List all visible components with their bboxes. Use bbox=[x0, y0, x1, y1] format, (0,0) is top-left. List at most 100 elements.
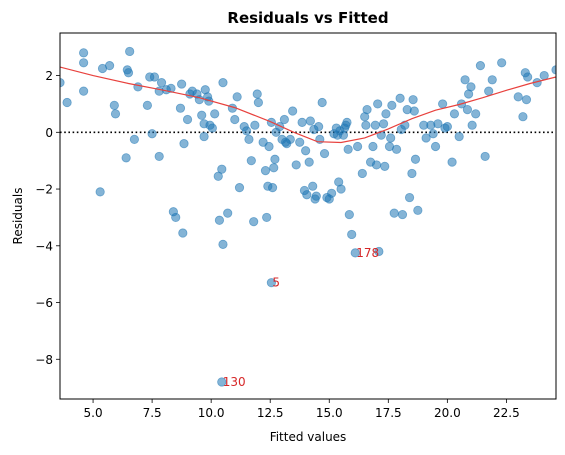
data-point bbox=[197, 110, 207, 120]
data-point bbox=[327, 188, 337, 198]
data-point bbox=[397, 209, 408, 220]
data-point bbox=[232, 92, 242, 102]
data-point bbox=[214, 215, 225, 225]
data-point bbox=[343, 144, 353, 154]
data-point bbox=[521, 95, 532, 105]
data-point bbox=[381, 109, 391, 119]
data-point bbox=[218, 239, 228, 249]
data-point bbox=[484, 86, 494, 96]
y-tick-label: −8 bbox=[35, 353, 53, 367]
data-point bbox=[95, 187, 105, 197]
data-point bbox=[179, 139, 189, 149]
outlier-label: 5 bbox=[272, 276, 280, 290]
data-point bbox=[391, 144, 402, 154]
data-point bbox=[319, 148, 330, 159]
data-point bbox=[123, 68, 134, 78]
data-point bbox=[409, 106, 419, 116]
data-point bbox=[480, 151, 490, 162]
data-point bbox=[285, 134, 295, 144]
data-point bbox=[79, 48, 89, 58]
data-point bbox=[149, 72, 160, 82]
outlier-label: 130 bbox=[223, 375, 246, 389]
data-point bbox=[378, 119, 389, 129]
data-point bbox=[407, 168, 417, 179]
data-point bbox=[421, 133, 431, 143]
data-point bbox=[475, 61, 486, 71]
data-point bbox=[466, 82, 476, 92]
data-point bbox=[142, 100, 152, 110]
data-point bbox=[182, 114, 193, 125]
data-point bbox=[295, 137, 305, 147]
data-point bbox=[223, 208, 233, 218]
data-point bbox=[62, 97, 72, 108]
data-point bbox=[262, 212, 272, 223]
data-point bbox=[408, 95, 418, 105]
data-point bbox=[374, 246, 384, 257]
data-point bbox=[288, 106, 298, 116]
data-point bbox=[129, 134, 139, 144]
data-point bbox=[362, 105, 372, 115]
data-point bbox=[308, 181, 318, 191]
data-point bbox=[175, 103, 186, 113]
x-tick-label: 17.5 bbox=[375, 406, 402, 420]
data-point bbox=[352, 141, 363, 152]
data-point bbox=[252, 89, 262, 99]
y-tick-label: −6 bbox=[35, 296, 53, 310]
data-point bbox=[109, 100, 119, 110]
data-point bbox=[121, 153, 131, 163]
data-point bbox=[347, 229, 357, 240]
x-tick-label: 5.0 bbox=[84, 406, 103, 420]
data-point bbox=[314, 122, 324, 132]
data-point bbox=[305, 116, 315, 126]
data-point bbox=[171, 212, 181, 223]
y-axis: 2 0 −2 −4 −6 −8 bbox=[35, 69, 60, 367]
data-point bbox=[230, 114, 240, 125]
data-point bbox=[497, 58, 507, 68]
data-point bbox=[147, 129, 157, 139]
plot-area: 130 5 178 bbox=[60, 46, 556, 389]
data-point bbox=[110, 109, 121, 119]
data-point bbox=[410, 154, 421, 164]
data-point bbox=[156, 78, 167, 88]
x-tick-label: 20.0 bbox=[434, 406, 461, 420]
data-point bbox=[79, 58, 89, 68]
data-point bbox=[218, 78, 228, 88]
data-point bbox=[79, 86, 89, 96]
chart-title: Residuals vs Fitted bbox=[227, 9, 388, 27]
data-point bbox=[266, 278, 276, 288]
data-point bbox=[166, 83, 176, 93]
data-point bbox=[336, 184, 346, 194]
data-point bbox=[269, 163, 279, 173]
data-point bbox=[217, 164, 227, 174]
data-point bbox=[253, 97, 263, 108]
data-point bbox=[404, 192, 415, 203]
x-tick-label: 7.5 bbox=[143, 406, 162, 420]
data-point bbox=[523, 72, 533, 82]
plot-frame bbox=[59, 32, 557, 400]
data-point bbox=[210, 109, 220, 119]
data-point bbox=[154, 151, 164, 162]
x-axis: 5.0 7.5 10.0 12.5 15.0 17.5 20.0 22.5 bbox=[84, 399, 520, 420]
data-point bbox=[350, 248, 360, 258]
data-point bbox=[267, 183, 278, 193]
data-point bbox=[428, 129, 438, 139]
x-axis-label: Fitted values bbox=[270, 430, 347, 444]
data-point bbox=[454, 131, 464, 142]
x-tick-label: 22.5 bbox=[493, 406, 520, 420]
data-point bbox=[449, 109, 460, 119]
data-point bbox=[317, 97, 327, 108]
data-point bbox=[133, 82, 143, 92]
data-point bbox=[249, 217, 259, 227]
data-point bbox=[199, 131, 209, 142]
data-point bbox=[344, 209, 354, 220]
y-tick-label: 2 bbox=[45, 69, 53, 83]
data-point bbox=[279, 114, 289, 125]
data-point bbox=[442, 122, 452, 132]
data-point bbox=[389, 208, 399, 218]
y-tick-label: −2 bbox=[35, 183, 53, 197]
data-point bbox=[513, 92, 523, 102]
x-tick-label: 15.0 bbox=[316, 406, 343, 420]
x-tick-label: 12.5 bbox=[257, 406, 284, 420]
data-point bbox=[260, 166, 271, 176]
